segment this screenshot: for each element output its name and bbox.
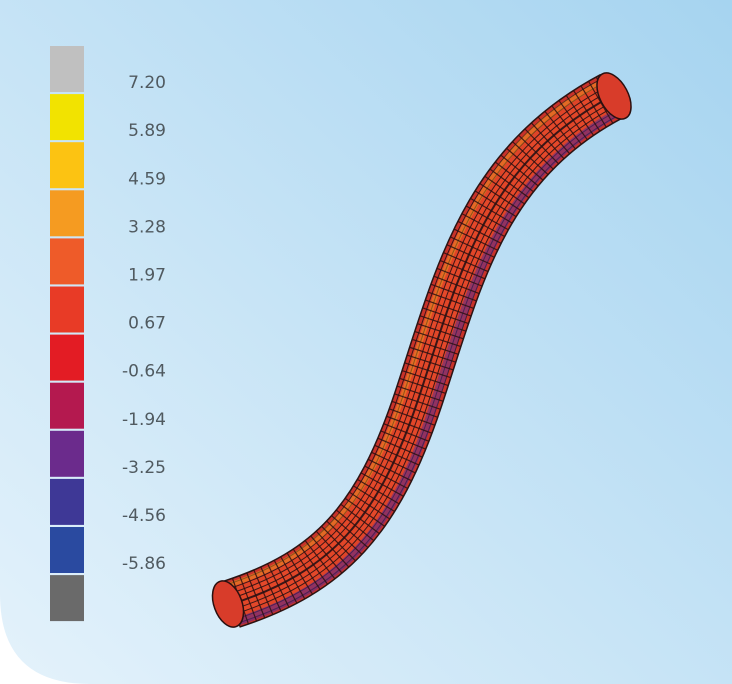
legend-label: -3.25: [122, 458, 166, 478]
legend-swatch: [50, 527, 84, 573]
legend-swatch: [50, 190, 84, 236]
legend-label: -1.94: [122, 410, 166, 430]
legend-swatch: [50, 142, 84, 188]
legend-swatch: [50, 94, 84, 140]
legend-label: 3.28: [128, 217, 166, 237]
figure: 7.20 5.89 4.59 3.28 1.97 0.67 -0.64 -1.94 -3.25 -…: [0, 0, 732, 684]
legend-label: -0.64: [122, 362, 166, 382]
legend-swatch: [50, 575, 84, 621]
legend-swatch: [50, 287, 84, 333]
legend-label: -5.86: [122, 554, 166, 574]
legend-swatch: [50, 383, 84, 429]
legend-swatch: [50, 479, 84, 525]
legend-label: 7.20: [128, 73, 166, 93]
legend-label: 4.59: [128, 169, 166, 189]
legend-swatch: [50, 46, 84, 92]
legend-swatch: [50, 431, 84, 477]
legend-label: 5.89: [128, 121, 166, 141]
legend-label: 1.97: [128, 265, 166, 285]
legend-swatch: [50, 335, 84, 381]
legend-swatch: [50, 238, 84, 284]
page: 7.20 5.89 4.59 3.28 1.97 0.67 -0.64 -1.94 -3.25 -…: [0, 0, 732, 684]
legend-label: 0.67: [128, 314, 166, 334]
legend-label: -4.56: [122, 506, 166, 526]
